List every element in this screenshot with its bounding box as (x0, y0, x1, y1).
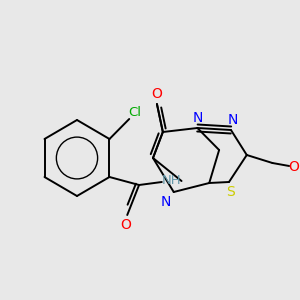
Text: S: S (226, 185, 235, 199)
Text: N: N (160, 195, 171, 209)
Text: O: O (120, 218, 131, 232)
Text: Cl: Cl (129, 106, 142, 119)
Text: N: N (192, 111, 203, 125)
Text: NH: NH (162, 175, 182, 188)
Text: N: N (228, 113, 238, 127)
Text: O: O (289, 160, 300, 174)
Text: O: O (152, 87, 162, 101)
